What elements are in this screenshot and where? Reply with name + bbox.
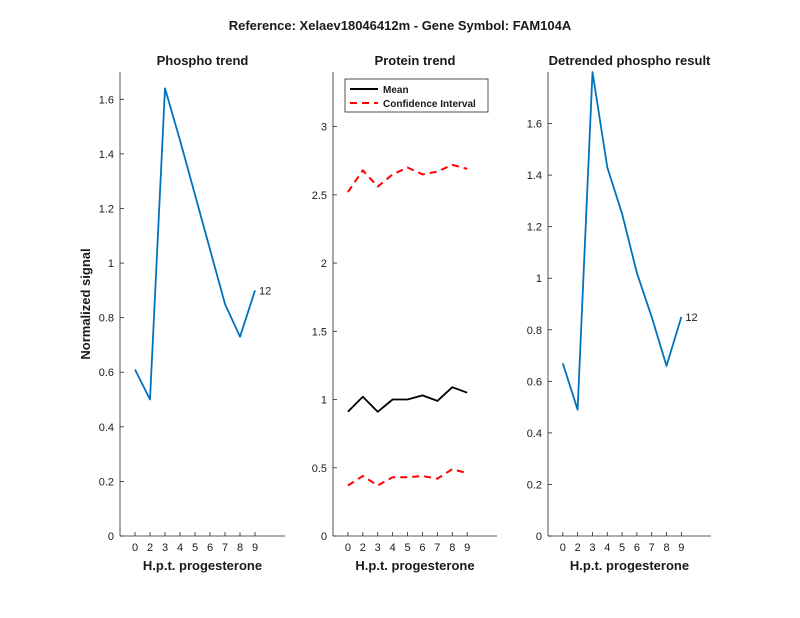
figure-title: Reference: Xelaev18046412m - Gene Symbol… bbox=[229, 18, 572, 33]
phospho-ytick-label: 1.2 bbox=[99, 203, 114, 215]
detrended-xtick-label: 3 bbox=[589, 542, 595, 554]
detrended-ytick-label: 1.4 bbox=[527, 170, 542, 182]
detrended-xtick-label: 8 bbox=[663, 542, 669, 554]
protein-title: Protein trend bbox=[375, 53, 456, 68]
protein-xtick-label: 6 bbox=[419, 542, 425, 554]
detrended-ytick-label: 1.6 bbox=[527, 119, 542, 131]
detrended-xtick-label: 7 bbox=[649, 542, 655, 554]
phospho-xtick-label: 8 bbox=[237, 542, 243, 554]
phospho-ytick-label: 0.8 bbox=[99, 313, 114, 325]
detrended-ytick-label: 0.2 bbox=[527, 479, 542, 491]
detrended-panel: 00.20.40.60.811.21.41.60 2 3 4 5 6 7 8 9Detrende… bbox=[527, 53, 711, 573]
protein-xtick-label: 0 bbox=[345, 542, 351, 554]
detrended-ytick-label: 1.2 bbox=[527, 222, 542, 234]
protein-xtick-label: 2 bbox=[360, 542, 366, 554]
phospho-ytick-label: 0.6 bbox=[99, 367, 114, 379]
phospho-xtick-label: 5 bbox=[192, 542, 198, 554]
protein-series-confidence-interval-lower bbox=[347, 468, 468, 487]
detrended-xtick-label: 6 bbox=[634, 542, 640, 554]
detrended-ytick-label: 0.8 bbox=[527, 325, 542, 337]
phospho-ytick-label: 1.4 bbox=[99, 149, 114, 161]
protein-ytick-label: 1.5 bbox=[312, 326, 327, 338]
detrended-series-detrended-phospho bbox=[561, 71, 683, 411]
protein-xtick-label: 3 bbox=[375, 542, 381, 554]
protein-xtick-label: 8 bbox=[449, 542, 455, 554]
phospho-ytick-label: 0 bbox=[108, 531, 114, 543]
phospho-xtick-label: 4 bbox=[177, 542, 183, 554]
protein-ytick-label: 1 bbox=[321, 395, 327, 407]
phospho-xlabel: H.p.t. progesterone bbox=[143, 558, 262, 573]
protein-ytick-label: 0 bbox=[321, 531, 327, 543]
phospho-xtick-label: 2 bbox=[147, 542, 153, 554]
legend-label: Mean bbox=[383, 85, 409, 96]
protein-ytick-label: 2.5 bbox=[312, 190, 327, 202]
phospho-ytick-label: 1.6 bbox=[99, 94, 114, 106]
protein-xtick-label: 9 bbox=[464, 542, 470, 554]
detrended-ytick-label: 1 bbox=[536, 273, 542, 285]
phospho-xtick-label: 6 bbox=[207, 542, 213, 554]
phospho-point-annotation: 12 bbox=[259, 285, 271, 297]
protein-ytick-label: 0.5 bbox=[312, 463, 327, 475]
phospho-xtick-label: 7 bbox=[222, 542, 228, 554]
protein-series-confidence-interval bbox=[347, 163, 468, 193]
phospho-ytick-label: 0.2 bbox=[99, 476, 114, 488]
phospho-ylabel: Normalized signal bbox=[78, 248, 93, 359]
protein-xtick-label: 4 bbox=[390, 542, 396, 554]
legend-box bbox=[344, 78, 489, 113]
panels: 00.20.40.60.811.21.41.60 2 3 4 5 6 7 8 9Phospho … bbox=[78, 53, 711, 573]
detrended-xtick-label: 2 bbox=[575, 542, 581, 554]
detrended-ytick-label: 0 bbox=[536, 531, 542, 543]
protein-series-mean bbox=[347, 386, 468, 413]
phospho-xtick-label: 0 bbox=[132, 542, 138, 554]
phospho-series-phospho bbox=[134, 87, 256, 401]
phospho-title: Phospho trend bbox=[157, 53, 249, 68]
detrended-point-annotation: 12 bbox=[685, 312, 697, 324]
detrended-ytick-label: 0.4 bbox=[527, 428, 542, 440]
detrended-xtick-label: 5 bbox=[619, 542, 625, 554]
phospho-xtick-label: 3 bbox=[162, 542, 168, 554]
detrended-ytick-label: 0.6 bbox=[527, 376, 542, 388]
detrended-xtick-label: 4 bbox=[604, 542, 610, 554]
detrended-title: Detrended phospho result bbox=[549, 53, 711, 68]
protein-legend: Mean Confidence Interval bbox=[344, 78, 489, 113]
detrended-xtick-label: 0 bbox=[560, 542, 566, 554]
phospho-ytick-label: 1 bbox=[108, 258, 114, 270]
protein-xtick-label: 5 bbox=[404, 542, 410, 554]
legend-label: Confidence Interval bbox=[383, 99, 476, 110]
protein-xtick-label: 7 bbox=[434, 542, 440, 554]
protein-xlabel: H.p.t. progesterone bbox=[355, 558, 474, 573]
detrended-xtick-label: 9 bbox=[678, 542, 684, 554]
phospho-xtick-label: 9 bbox=[252, 542, 258, 554]
detrended-xlabel: H.p.t. progesterone bbox=[570, 558, 689, 573]
phospho-panel: 00.20.40.60.811.21.41.60 2 3 4 5 6 7 8 9Phospho … bbox=[78, 53, 285, 573]
phospho-ytick-label: 0.4 bbox=[99, 422, 114, 434]
protein-ytick-label: 3 bbox=[321, 122, 327, 134]
protein-ytick-label: 2 bbox=[321, 258, 327, 270]
